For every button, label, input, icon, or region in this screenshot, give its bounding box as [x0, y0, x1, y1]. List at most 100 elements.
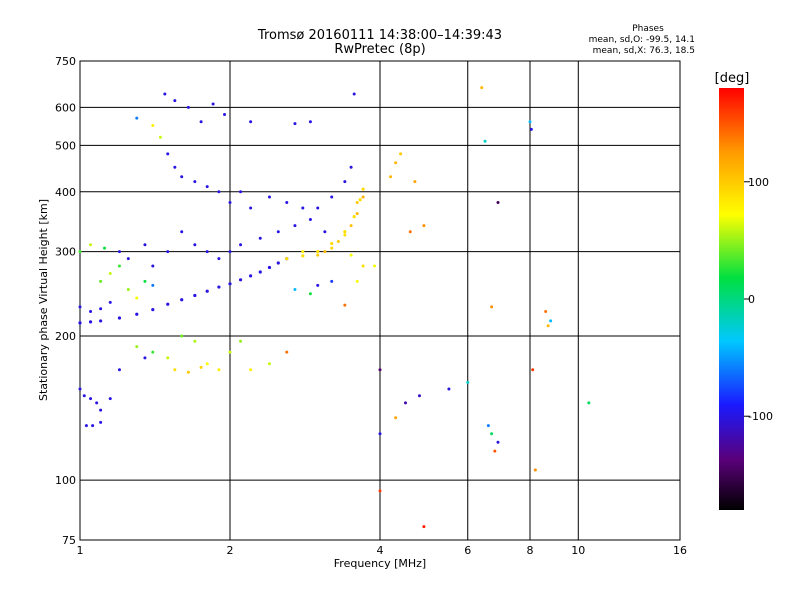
echo-point [549, 319, 553, 323]
echo-point [151, 350, 155, 354]
echo-point [308, 120, 312, 124]
x-axis-label: Frequency [MHz] [334, 557, 426, 570]
echo-point [293, 288, 297, 292]
echo-point [199, 120, 203, 124]
echo-point [143, 243, 147, 247]
echo-point [544, 309, 548, 313]
echo-point [84, 424, 88, 428]
echo-point [89, 309, 93, 313]
echo-point [78, 387, 82, 391]
echo-point [355, 200, 359, 204]
echo-point [587, 401, 591, 405]
y-axis-label: Stationary phase Virtual Height [km] [37, 199, 50, 401]
echo-point [249, 206, 253, 210]
echo-point [323, 230, 327, 234]
echo-point [480, 86, 484, 90]
o_trace-point [205, 289, 209, 293]
stats-heading: Phases [632, 24, 664, 34]
echo-point [413, 180, 417, 184]
colorbar-label: [deg] [715, 71, 750, 86]
y-tick-label: 750 [55, 55, 76, 68]
o_trace-point [217, 285, 221, 289]
colorbar-tick-label: 0 [748, 293, 755, 306]
echo-point [490, 305, 494, 309]
o_trace-point [228, 282, 232, 286]
echo-point [394, 416, 398, 420]
o_trace-point [151, 308, 155, 312]
stats-line-x: mean, sd,X: 76.3, 18.5 [593, 46, 695, 56]
echo-point [91, 424, 95, 428]
echo-point [276, 230, 280, 234]
echo-point [483, 139, 487, 143]
echo-point [239, 243, 243, 247]
y-tick-label: 400 [55, 186, 76, 199]
o_trace-point [267, 265, 272, 270]
echo-point [193, 339, 197, 343]
echo-point [228, 250, 232, 254]
echo-point [343, 303, 347, 307]
echo-point [355, 279, 359, 283]
o_trace-point [99, 319, 103, 323]
echo-point [330, 246, 334, 250]
x_trace-point [316, 250, 320, 254]
echo-point [143, 279, 147, 283]
grid-lines [80, 61, 680, 540]
echo-point [408, 230, 412, 234]
echo-point [394, 161, 398, 165]
echo-point [193, 180, 197, 184]
echo-point [349, 224, 353, 228]
echo-point [135, 296, 139, 300]
colorbar-tick-label: 100 [748, 176, 769, 189]
echo-point [99, 420, 103, 424]
echo-point [378, 489, 382, 493]
x-tick-label: 6 [464, 544, 471, 557]
echo-point [316, 206, 320, 210]
echo-point [343, 180, 347, 184]
echo-point [293, 224, 297, 228]
echo-point [166, 356, 170, 360]
echo-point [89, 397, 93, 401]
echo-point [108, 272, 112, 276]
echo-point [486, 424, 490, 428]
echo-point [308, 218, 312, 222]
echo-point [108, 300, 112, 304]
echo-point [361, 264, 365, 268]
echo-point [546, 324, 550, 328]
echo-point [82, 394, 86, 398]
y-axis-ticks: 75 100 200 300 400 500 600 750 [55, 55, 76, 547]
y-tick-label: 200 [55, 330, 76, 343]
echo-point [126, 257, 130, 261]
o_trace-point [193, 293, 197, 298]
echo-point [180, 334, 184, 338]
echo-point [308, 292, 312, 296]
x_trace-point [330, 241, 334, 246]
echo-point [217, 190, 221, 194]
echo-point [529, 127, 533, 131]
echo-point [355, 212, 359, 216]
echo-point [180, 230, 184, 234]
echo-point [217, 257, 221, 261]
echo-point [163, 92, 167, 96]
echo-point [78, 250, 82, 254]
o_trace-point [238, 278, 243, 282]
echo-point [108, 397, 112, 401]
echo-point [205, 185, 209, 189]
echo-point [373, 264, 377, 268]
echo-point [249, 120, 253, 124]
stats-line-o: mean, sd,O: -99.5, 14.1 [589, 35, 695, 45]
data-points [78, 86, 591, 529]
echo-point [117, 368, 121, 372]
x-tick-label: 10 [571, 544, 585, 557]
echo-point [193, 243, 197, 247]
echo-point [228, 200, 232, 204]
echo-point [126, 288, 130, 292]
echo-point [361, 195, 365, 199]
echo-point [223, 112, 227, 116]
echo-point [135, 116, 139, 120]
echo-point [205, 250, 209, 254]
echo-point [323, 250, 327, 254]
echo-point [99, 307, 103, 311]
o_trace-point [276, 261, 280, 265]
x-tick-label: 1 [77, 544, 84, 557]
